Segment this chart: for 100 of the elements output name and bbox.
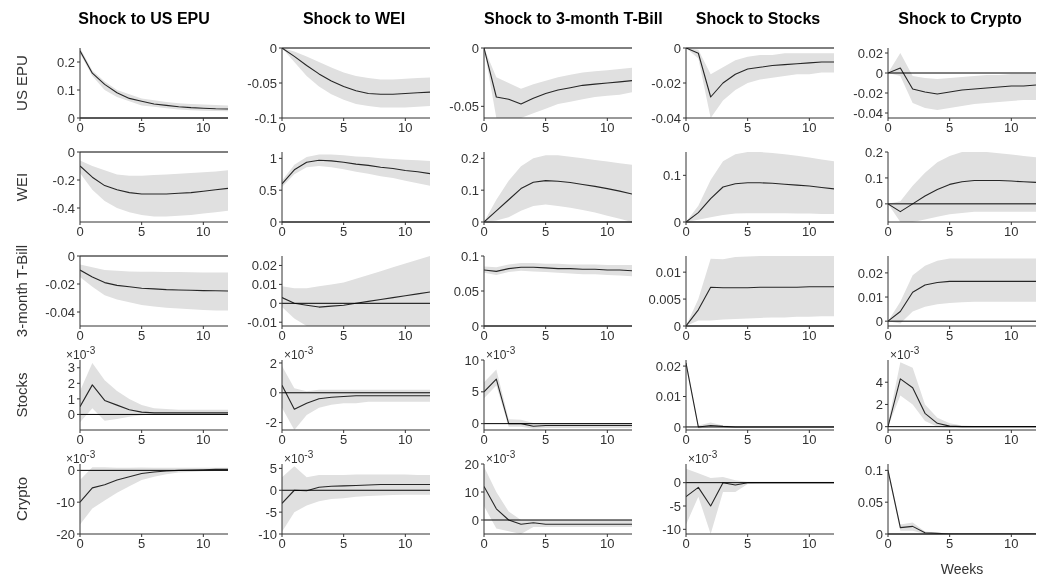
y-tick-label: 4 <box>875 374 883 390</box>
x-tick-label: 5 <box>138 224 146 240</box>
y-tick-label: 1 <box>269 150 277 166</box>
y-tick-label: -2 <box>265 415 277 431</box>
chart-title: Shock to Crypto <box>897 10 1023 28</box>
x-tick-label: 10 <box>802 120 817 136</box>
x-tick-label: 5 <box>138 120 146 136</box>
x-tick-label: 5 <box>946 536 954 552</box>
annotation: ×10$^{-3}$ <box>688 449 718 466</box>
y-tick-label: 0.1 <box>460 248 479 264</box>
y-axis-title: 3-month T-Bill <box>13 244 31 338</box>
y-tick-label: 0 <box>875 196 883 212</box>
x-tick-label: 5 <box>138 328 146 344</box>
x-tick-label: 5 <box>542 536 550 552</box>
x-tick-label: 5 <box>542 328 550 344</box>
y-tick-label: 0 <box>471 40 479 56</box>
x-tick-label: 10 <box>600 536 615 552</box>
y-tick-label: 5 <box>269 460 277 476</box>
x-tick-label: 10 <box>196 328 211 344</box>
y-tick-label: 0.2 <box>864 144 883 160</box>
y-tick-label: -10 <box>56 494 75 510</box>
x-tick-label: 10 <box>600 328 615 344</box>
y-tick-label: 0.5 <box>258 182 277 198</box>
chart-title: Shock to US EPU <box>77 10 211 28</box>
x-tick-label: 10 <box>802 536 817 552</box>
chart-title: Shock to 3-month T-Bill <box>484 10 663 28</box>
annotation: ×10$^{-3}$ <box>486 345 516 362</box>
y-tick-label: -0.02 <box>651 75 681 91</box>
y-tick-label: 0 <box>673 419 681 435</box>
x-tick-label: 10 <box>1004 432 1019 448</box>
annotation: ×10$^{-3}$ <box>284 345 314 362</box>
y-tick-label: 0.1 <box>864 462 883 478</box>
y-tick-label: 10 <box>464 352 479 368</box>
y-tick-label: 0 <box>67 144 75 160</box>
y-tick-label: -0.02 <box>45 276 75 292</box>
y-tick-label: -10 <box>662 521 681 537</box>
x-tick-label: 10 <box>600 432 615 448</box>
x-tick-label: 10 <box>196 536 211 552</box>
y-tick-label: 0.1 <box>662 167 681 183</box>
y-tick-label: 0.01 <box>655 264 681 280</box>
x-tick-label: 10 <box>196 432 211 448</box>
x-tick-label: 10 <box>802 328 817 344</box>
x-tick-label: 5 <box>744 224 752 240</box>
y-tick-label: 0 <box>673 475 681 491</box>
x-tick-label: 5 <box>744 536 752 552</box>
x-tick-label: 5 <box>340 224 348 240</box>
y-tick-label: 0 <box>269 295 277 311</box>
y-tick-label: 0.02 <box>857 265 883 281</box>
x-tick-label: 10 <box>1004 536 1019 552</box>
y-tick-label: 0.01 <box>857 289 883 305</box>
y-tick-label: 20 <box>464 456 479 472</box>
y-tick-label: 0 <box>67 407 75 423</box>
x-tick-label: 5 <box>542 120 550 136</box>
y-tick-label: 0 <box>673 214 681 230</box>
y-tick-label: 0.005 <box>648 291 681 307</box>
x-tick-label: 10 <box>398 536 413 552</box>
x-tick-label: 10 <box>398 120 413 136</box>
x-tick-label: 10 <box>398 432 413 448</box>
y-tick-label: -0.1 <box>254 110 277 126</box>
y-tick-label: -10 <box>258 526 277 542</box>
y-tick-label: 0.1 <box>56 82 75 98</box>
chart-title: Shock to WEI <box>301 10 407 28</box>
y-tick-label: 0.02 <box>857 45 883 61</box>
y-tick-label: 0.2 <box>56 54 75 70</box>
annotation: ×10$^{-3}$ <box>486 449 516 466</box>
y-tick-label: -0.2 <box>52 172 75 188</box>
x-tick-label: 5 <box>542 432 550 448</box>
y-tick-label: -0.01 <box>247 314 277 330</box>
y-tick-label: 0 <box>875 419 883 435</box>
y-tick-label: 0 <box>269 40 277 56</box>
y-axis-title: Stocks <box>13 372 31 418</box>
x-tick-label: 10 <box>1004 224 1019 240</box>
y-tick-label: -0.05 <box>247 75 277 91</box>
y-tick-label: 3 <box>67 360 75 376</box>
y-tick-label: 0.02 <box>655 358 681 374</box>
annotation: ×10$^{-3}$ <box>66 345 96 362</box>
y-axis-title: WEI <box>13 172 31 202</box>
y-tick-label: -5 <box>669 498 681 514</box>
y-tick-label: 0.1 <box>460 182 479 198</box>
x-tick-label: 5 <box>340 536 348 552</box>
y-tick-label: -0.02 <box>853 85 883 101</box>
x-tick-label: 5 <box>946 432 954 448</box>
y-tick-label: 0.01 <box>655 389 681 405</box>
y-tick-label: 0 <box>471 416 479 432</box>
y-tick-label: 10 <box>464 484 479 500</box>
y-tick-label: 0 <box>269 482 277 498</box>
x-tick-label: 5 <box>946 224 954 240</box>
x-tick-label: 5 <box>744 120 752 136</box>
x-tick-label: 10 <box>1004 120 1019 136</box>
x-axis-title: Weeks <box>940 561 984 577</box>
x-tick-label: 10 <box>398 224 413 240</box>
x-tick-label: 10 <box>196 120 211 136</box>
x-tick-label: 10 <box>196 224 211 240</box>
y-tick-label: 2 <box>67 375 75 391</box>
y-tick-label: 0.2 <box>460 150 479 166</box>
x-tick-label: 10 <box>1004 328 1019 344</box>
y-tick-label: 0 <box>471 512 479 528</box>
y-tick-label: 1 <box>67 391 75 407</box>
y-axis-title: Crypto <box>13 476 31 522</box>
chart-title: Shock to Stocks <box>694 10 822 28</box>
